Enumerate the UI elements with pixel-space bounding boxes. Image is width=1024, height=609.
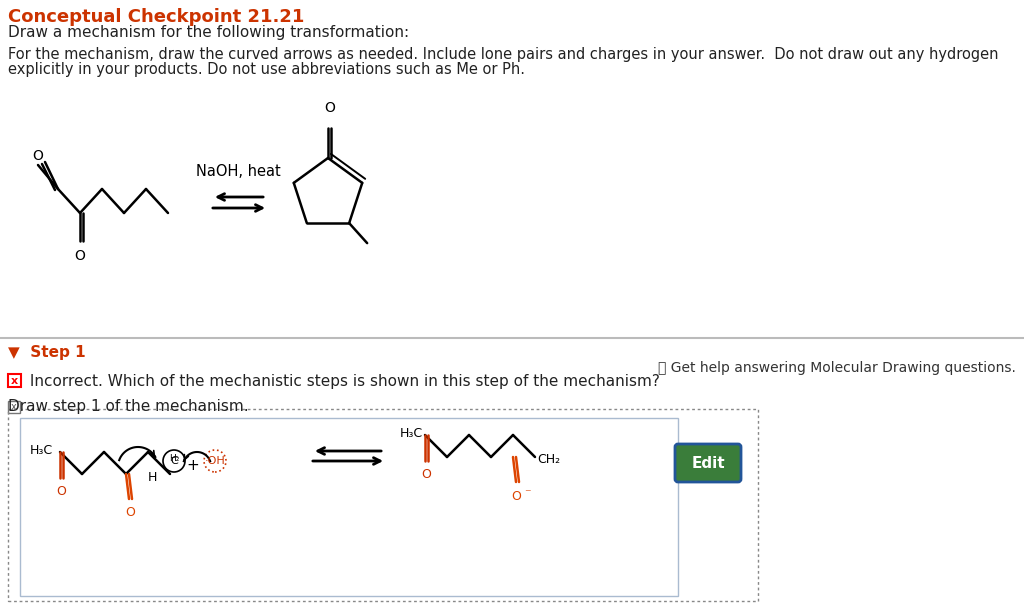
Text: Draw step 1 of the mechanism.: Draw step 1 of the mechanism. [8, 399, 249, 414]
Text: O: O [511, 490, 521, 503]
Text: For the mechanism, draw the curved arrows as needed. Include lone pairs and char: For the mechanism, draw the curved arrow… [8, 47, 998, 62]
Text: C: C [170, 456, 178, 466]
Text: x: x [11, 376, 18, 385]
Text: H₃C: H₃C [30, 444, 53, 457]
Text: Incorrect. Which of the mechanistic steps is shown in this step of the mechanism: Incorrect. Which of the mechanistic step… [25, 374, 659, 389]
Text: O: O [56, 485, 67, 498]
Text: O: O [75, 249, 85, 263]
Text: ❓ Get help answering Molecular Drawing questions.: ❓ Get help answering Molecular Drawing q… [658, 361, 1016, 375]
Text: Draw a mechanism for the following transformation:: Draw a mechanism for the following trans… [8, 25, 410, 40]
Text: NaOH, heat: NaOH, heat [196, 164, 281, 179]
Text: H: H [147, 471, 157, 484]
Text: O: O [422, 468, 431, 481]
Text: O: O [33, 149, 43, 163]
Text: H₃C: H₃C [400, 427, 423, 440]
Text: ▼  Step 1: ▼ Step 1 [8, 345, 86, 360]
Text: CH₂: CH₂ [537, 453, 560, 466]
Text: x: x [11, 402, 16, 412]
FancyBboxPatch shape [8, 374, 22, 387]
FancyBboxPatch shape [20, 418, 678, 596]
Text: +: + [186, 457, 200, 473]
Text: Conceptual Checkpoint 21.21: Conceptual Checkpoint 21.21 [8, 8, 304, 26]
Text: ·OH: ·OH [205, 456, 225, 466]
Text: O: O [125, 506, 135, 519]
FancyBboxPatch shape [675, 444, 741, 482]
Text: ⁻: ⁻ [524, 487, 530, 500]
Text: Edit: Edit [691, 456, 725, 471]
Text: explicitly in your products. Do not use abbreviations such as Me or Ph.: explicitly in your products. Do not use … [8, 62, 525, 77]
Text: H₂: H₂ [169, 454, 179, 463]
FancyBboxPatch shape [8, 401, 20, 413]
Text: O: O [324, 101, 335, 115]
